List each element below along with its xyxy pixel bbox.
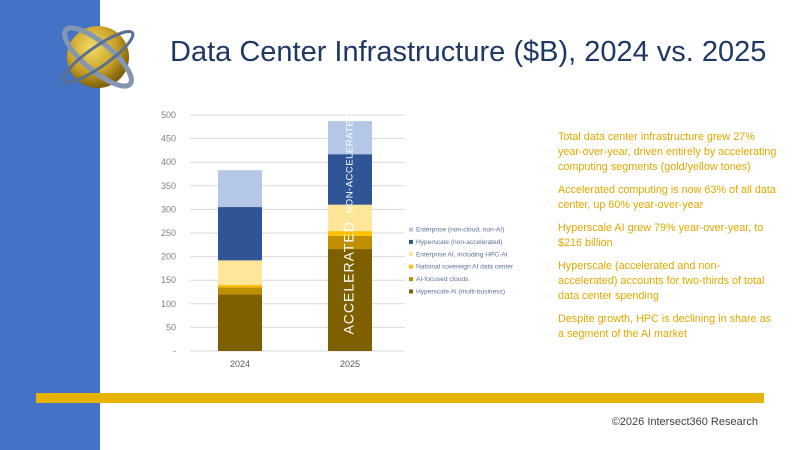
bullet-4: Hyperscale (accelerated and non-accelera…	[558, 260, 765, 302]
bar-annotation: ACCELERATED	[341, 221, 357, 334]
legend-swatch	[409, 227, 413, 232]
bar-segment	[218, 287, 262, 295]
y-tick-label: 100	[161, 299, 176, 309]
y-tick-label: 250	[161, 228, 176, 238]
legend-label: Enterprise AI, including HPC-AI	[416, 251, 508, 258]
bar-segment	[328, 231, 372, 236]
x-tick-label: 2025	[340, 359, 360, 369]
bar-segment	[328, 235, 372, 250]
bar-segment	[328, 154, 372, 205]
bullet-3: Hyperscale AI grew 79% year-over-year, t…	[558, 222, 764, 249]
legend-swatch	[409, 289, 413, 294]
copyright-footer: ©2026 Intersect360 Research	[611, 416, 758, 428]
y-tick-label: 300	[161, 204, 176, 214]
page-title: Data Center Infrastructure ($B), 2024 vs…	[170, 36, 767, 68]
key-findings: Total data center infrastructure grew 27…	[558, 130, 778, 350]
y-tick-label: 450	[161, 134, 176, 144]
legend-swatch	[409, 264, 413, 269]
x-tick-label: 2024	[230, 359, 250, 369]
legend-label: Enterprise (non-cloud, non-AI)	[416, 227, 504, 234]
bar-annotation: NON-ACCELERATED	[345, 112, 356, 213]
y-tick-label: 200	[161, 252, 176, 262]
bar-segment	[328, 121, 372, 155]
legend-label: Hyperscale AI (multi-business)	[416, 289, 505, 296]
bar-segment	[218, 284, 262, 288]
stacked-bar-chart: - 50 100 150 200 250 300 350 400 450 500 2024 2025 AC…	[161, 110, 514, 369]
y-tick-label: 150	[161, 275, 176, 285]
gold-divider-bar	[36, 393, 764, 403]
bar-segment	[218, 207, 262, 261]
y-tick-label: 500	[161, 110, 176, 120]
bar-segment	[218, 294, 262, 351]
bar-segment	[218, 170, 262, 208]
bar-segment	[328, 204, 372, 232]
y-tick-label: 350	[161, 181, 176, 191]
legend-label: Hyperscale (non-accelerated)	[416, 239, 503, 246]
y-tick-label: 50	[166, 322, 176, 332]
bar-segment	[328, 249, 372, 351]
legend-label: AI-focused clouds	[416, 276, 469, 283]
bullet-1: Total data center infrastructure grew 27…	[558, 131, 777, 173]
bar-segment	[218, 260, 262, 285]
y-tick-label: 400	[161, 157, 176, 167]
legend-swatch	[409, 252, 413, 257]
y-tick-label: -	[173, 346, 176, 356]
legend-swatch	[409, 239, 413, 244]
legend-swatch	[409, 277, 413, 282]
bullet-5: Despite growth, HPC is declining in shar…	[558, 313, 772, 340]
orbit-globe-logo-icon	[61, 25, 135, 89]
bullet-2: Accelerated computing is now 63% of all …	[558, 184, 776, 211]
legend-label: National sovereign AI data center	[416, 264, 514, 271]
